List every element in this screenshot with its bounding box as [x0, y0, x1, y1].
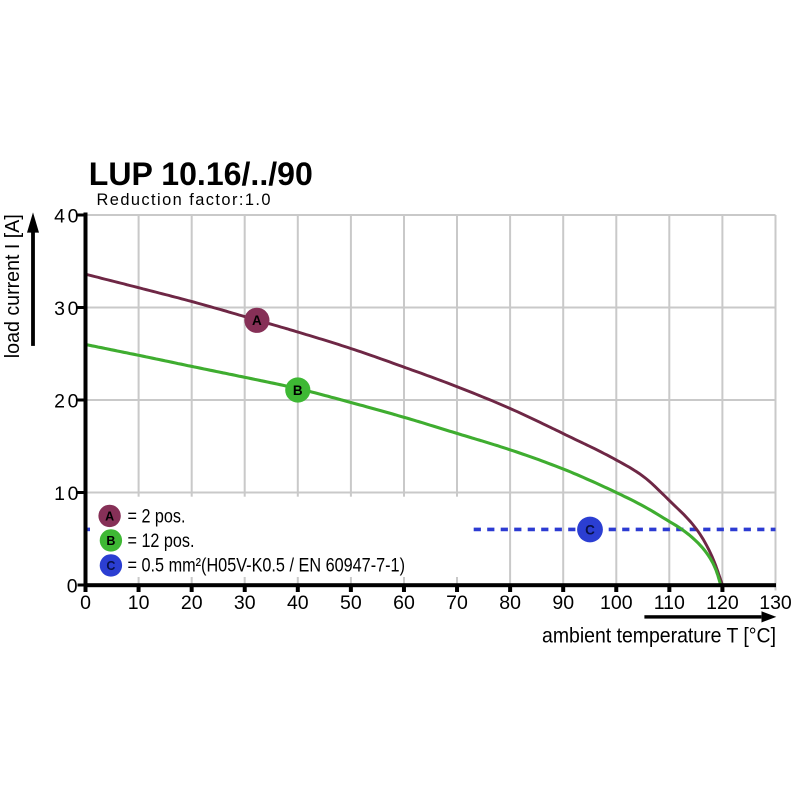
svg-text:80: 80 — [499, 592, 521, 614]
svg-text:C: C — [585, 522, 595, 537]
svg-text:30: 30 — [234, 592, 256, 614]
svg-text:40: 40 — [287, 592, 309, 614]
svg-text:ambient temperature T [°C]: ambient temperature T [°C] — [542, 625, 776, 648]
svg-text:20: 20 — [181, 592, 203, 614]
svg-text:B: B — [293, 383, 303, 398]
svg-text:= 12 pos.: = 12 pos. — [128, 531, 195, 552]
svg-text:0: 0 — [80, 592, 91, 614]
svg-text:130: 130 — [759, 592, 792, 614]
svg-text:10: 10 — [128, 592, 150, 614]
svg-text:70: 70 — [446, 592, 468, 614]
svg-text:B: B — [106, 534, 115, 548]
svg-text:Reduction factor:1.0: Reduction factor:1.0 — [97, 191, 271, 209]
svg-text:120: 120 — [706, 592, 739, 614]
svg-text:= 0.5 mm²(H05V-K0.5 / EN 60947: = 0.5 mm²(H05V-K0.5 / EN 60947-7-1) — [128, 555, 406, 576]
svg-text:load current I [A]: load current I [A] — [1, 214, 24, 358]
svg-text:50: 50 — [340, 592, 362, 614]
svg-text:C: C — [106, 559, 115, 573]
svg-text:LUP 10.16/../90: LUP 10.16/../90 — [89, 156, 313, 192]
svg-text:A: A — [252, 313, 262, 328]
svg-text:= 2 pos.: = 2 pos. — [128, 506, 186, 527]
svg-text:60: 60 — [393, 592, 415, 614]
svg-text:A: A — [105, 509, 114, 523]
svg-text:110: 110 — [654, 592, 685, 614]
svg-text:100: 100 — [600, 592, 633, 614]
svg-text:90: 90 — [552, 592, 574, 614]
svg-text:0: 0 — [67, 576, 78, 598]
